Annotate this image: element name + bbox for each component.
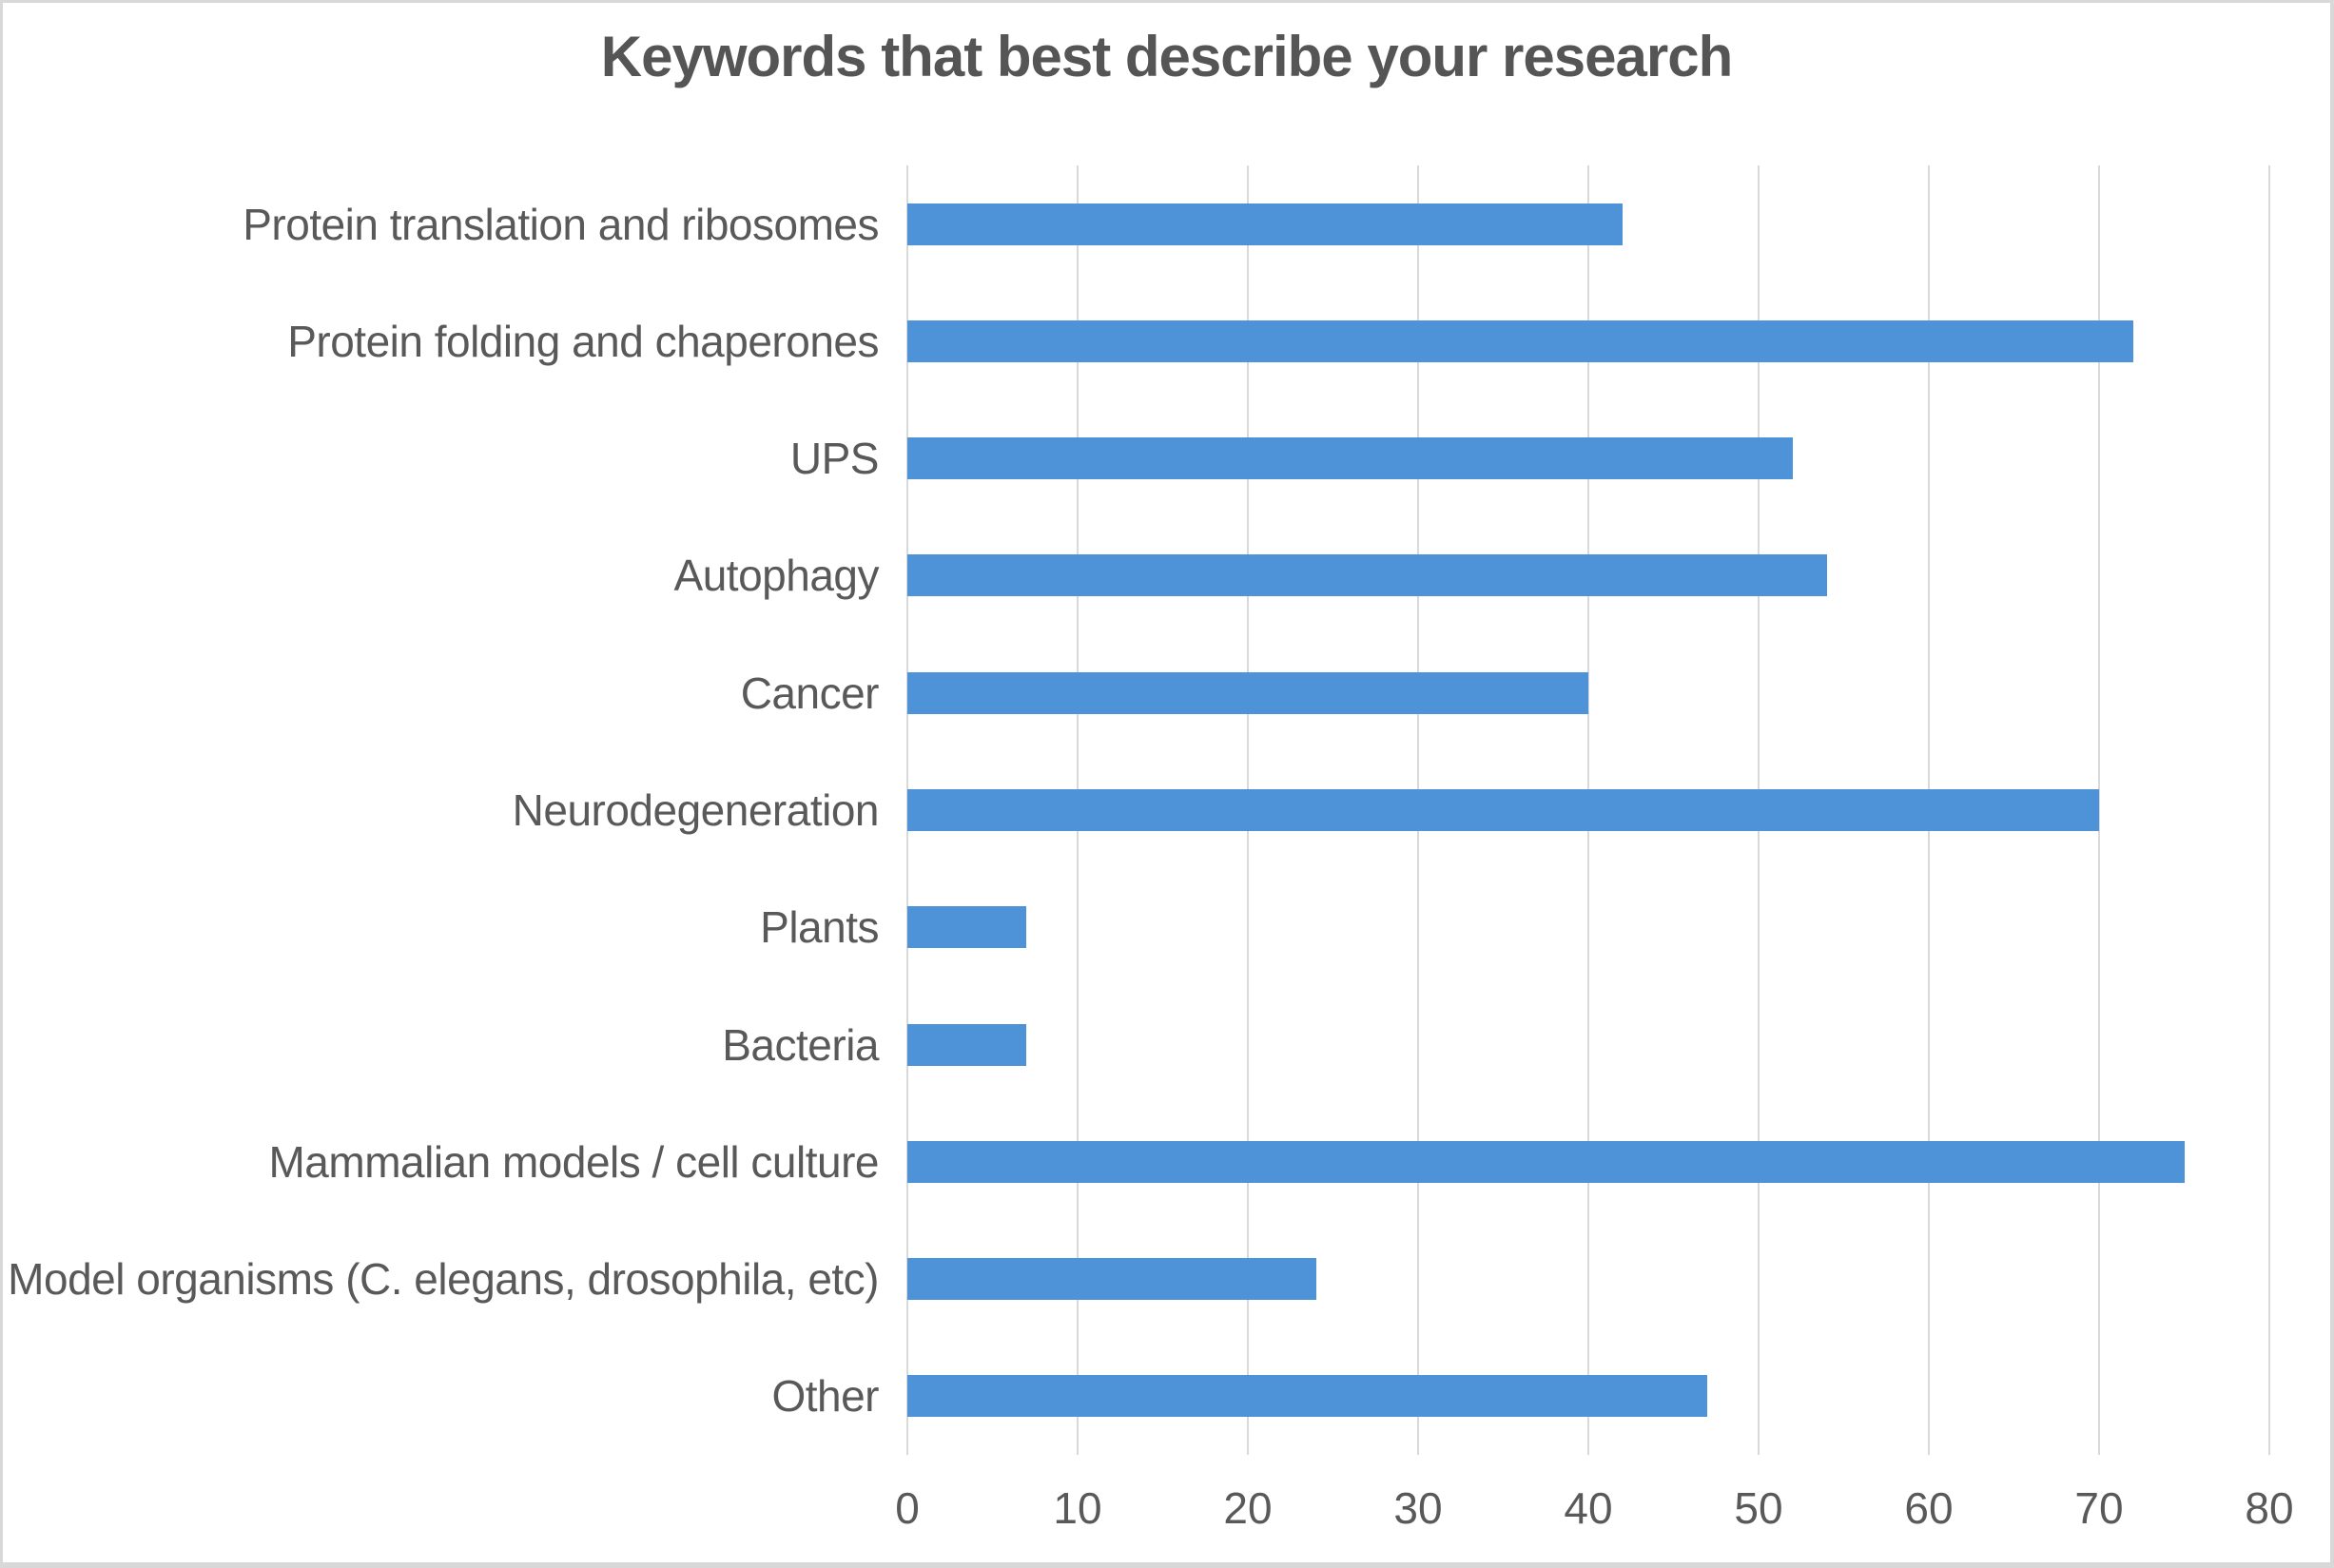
x-tick-label: 50 — [1734, 1483, 1783, 1533]
bar — [907, 671, 1588, 714]
category-label: Plants — [760, 902, 879, 953]
bar — [907, 554, 1827, 597]
bar — [907, 906, 1027, 949]
category-label: Protein translation and ribosomes — [243, 199, 879, 249]
x-tick-label: 10 — [1053, 1483, 1102, 1533]
category-label: Neurodegeneration — [512, 784, 880, 835]
bar — [907, 1023, 1027, 1066]
bar — [907, 789, 2099, 831]
bar — [907, 437, 1793, 480]
x-tick-label: 30 — [1393, 1483, 1443, 1533]
x-tick-label: 40 — [1564, 1483, 1613, 1533]
category-label: Autophagy — [673, 551, 880, 601]
category-label: UPS — [789, 434, 880, 484]
bar — [907, 203, 1623, 245]
chart-title: Keywords that best describe your researc… — [600, 25, 1733, 88]
category-label: Model organisms (C. elegans, drosophila,… — [8, 1254, 879, 1305]
category-label: Bacteria — [722, 1019, 879, 1070]
x-tick-label: 20 — [1223, 1483, 1273, 1533]
x-tick-label: 0 — [895, 1483, 920, 1533]
bar — [907, 319, 2133, 362]
category-label: Mammalian models / cell culture — [268, 1136, 879, 1187]
x-tick-label: 80 — [2245, 1483, 2294, 1533]
category-label: Protein folding and chaperones — [287, 316, 879, 366]
bar — [907, 1258, 1316, 1301]
gridline — [2268, 165, 2270, 1455]
x-tick-label: 60 — [1904, 1483, 1954, 1533]
category-label: Other — [771, 1371, 879, 1422]
x-tick-label: 70 — [2074, 1483, 2124, 1533]
gridline — [2098, 165, 2100, 1455]
bar — [907, 1375, 1708, 1418]
bar — [907, 1140, 2185, 1183]
plot-area — [906, 165, 2270, 1455]
category-label: Cancer — [740, 668, 880, 718]
